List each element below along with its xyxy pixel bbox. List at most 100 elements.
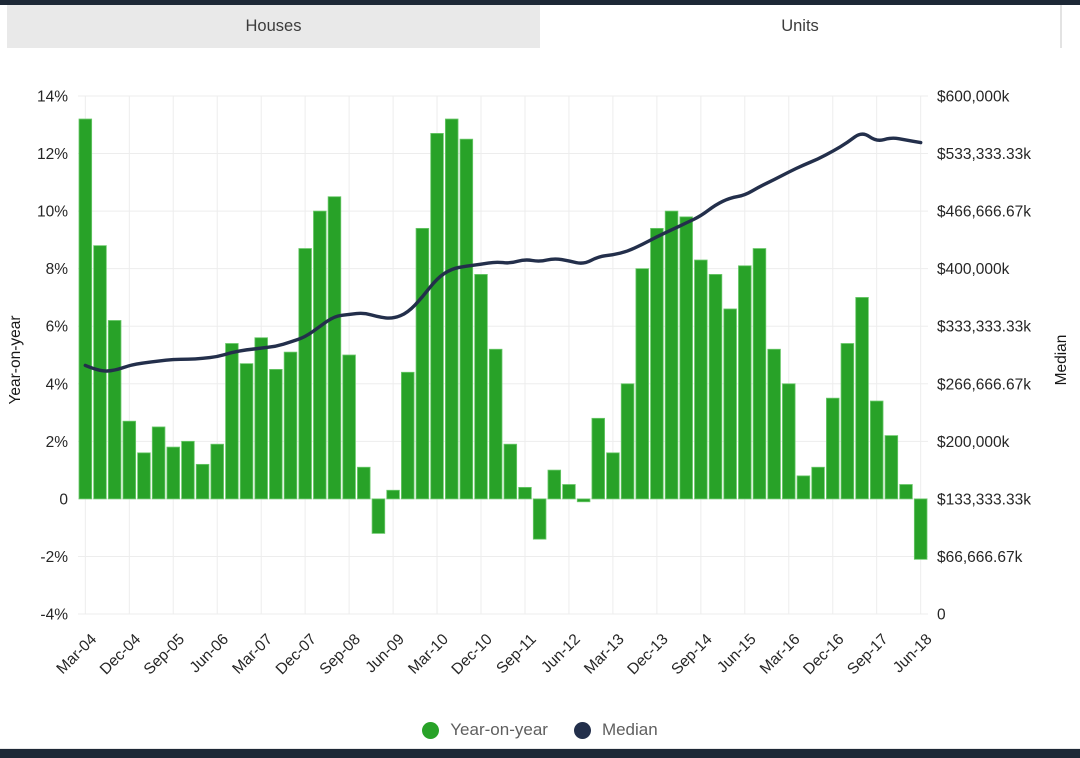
x-tick-label: Dec-13 — [624, 631, 671, 678]
chart-area: 14% 12% 10% 8% 6% 4% 2% 0 -2% -4% $600,000k $533,33… — [0, 48, 1080, 710]
right-tick-label: $266,666.67k — [937, 376, 1031, 393]
median-line[interactable] — [83, 132, 923, 373]
bar-Sep-16[interactable] — [811, 466, 825, 500]
bar-Jun-18[interactable] — [913, 498, 928, 560]
left-axis-ticks: 14% 12% 10% 8% 6% 4% 2% 0 -2% -4% — [37, 89, 68, 624]
bar-Sep-09[interactable] — [401, 371, 415, 500]
tab-units[interactable]: Units — [540, 5, 1062, 48]
bar-Jun-06[interactable] — [210, 443, 224, 500]
bar-Mar-16[interactable] — [782, 383, 796, 500]
x-tick-label: Mar-10 — [405, 631, 452, 678]
bar-Dec-09[interactable] — [415, 227, 430, 500]
year-on-year-dot-icon — [422, 721, 440, 739]
bar-Dec-07[interactable] — [298, 248, 312, 500]
bar-Mar-04[interactable] — [78, 118, 93, 500]
bar-Mar-13[interactable] — [606, 452, 620, 500]
bar-Jun-14[interactable] — [679, 216, 693, 500]
bar-Jun-05[interactable] — [151, 426, 166, 500]
x-tick-label: Sep-05 — [141, 631, 188, 678]
right-tick-label: $600,000k — [937, 89, 1010, 106]
x-tick-label: Jun-12 — [538, 631, 584, 677]
right-tick-label: $200,000k — [937, 434, 1010, 451]
bar-Jun-09[interactable] — [386, 489, 400, 500]
bar-Sep-05[interactable] — [166, 446, 180, 500]
bar-Mar-10[interactable] — [430, 133, 444, 500]
bar-Mar-06[interactable] — [195, 463, 210, 500]
x-tick-label: Dec-04 — [97, 631, 145, 679]
bar-Jun-11[interactable] — [503, 443, 518, 500]
bottom-accent-bar — [0, 748, 1080, 758]
bar-Mar-17[interactable] — [840, 343, 855, 500]
year-on-year-bars — [78, 118, 928, 560]
bar-Dec-13[interactable] — [650, 227, 664, 500]
bar-Sep-10[interactable] — [459, 138, 474, 500]
bar-Jun-13[interactable] — [620, 383, 635, 500]
bar-Mar-08[interactable] — [313, 210, 327, 500]
bar-Dec-11[interactable] — [532, 498, 547, 540]
bar-Jun-10[interactable] — [444, 118, 459, 500]
bar-Mar-12[interactable] — [547, 469, 562, 500]
right-tick-label: $333,333.33k — [937, 319, 1031, 336]
bar-Dec-15[interactable] — [767, 348, 781, 500]
x-axis-labels: Mar-04Dec-04Sep-05Jun-06Mar-07Dec-07Sep-… — [53, 631, 935, 679]
bar-Dec-16[interactable] — [826, 397, 840, 500]
bar-Mar-09[interactable] — [371, 498, 386, 534]
x-tick-label: Sep-08 — [317, 631, 364, 678]
left-tick-label: 10% — [37, 204, 68, 221]
bar-Dec-14[interactable] — [708, 274, 723, 500]
x-tick-label: Jun-15 — [714, 631, 760, 677]
bar-Dec-12[interactable] — [591, 417, 605, 500]
bar-Sep-15[interactable] — [752, 248, 767, 500]
bar-Jun-07[interactable] — [269, 368, 283, 500]
bar-Mar-15[interactable] — [723, 308, 737, 500]
bar-Mar-07[interactable] — [254, 337, 268, 500]
legend-item-year-on-year[interactable]: Year-on-year — [422, 720, 548, 740]
right-axis-ticks: $600,000k $533,333.33k $466,666.67k $400,00… — [937, 89, 1031, 624]
x-tick-label: Dec-07 — [273, 631, 320, 678]
right-tick-label: $466,666.67k — [937, 204, 1031, 221]
chart-svg: 14% 12% 10% 8% 6% 4% 2% 0 -2% -4% $600,000k $533,33… — [37, 89, 1031, 679]
right-tick-label: $66,666.67k — [937, 549, 1023, 566]
legend-label: Year-on-year — [450, 720, 548, 739]
left-tick-label: 4% — [46, 376, 69, 393]
bar-Jun-15[interactable] — [738, 265, 752, 500]
bar-Mar-05[interactable] — [137, 452, 151, 500]
bar-Dec-10[interactable] — [474, 274, 488, 500]
x-tick-label: Dec-16 — [800, 631, 847, 678]
bar-Dec-04[interactable] — [122, 420, 137, 500]
bar-Sep-17[interactable] — [869, 400, 884, 500]
left-tick-label: -4% — [40, 607, 68, 624]
left-tick-label: -2% — [40, 549, 68, 566]
left-tick-label: 6% — [46, 319, 69, 336]
bar-Sep-11[interactable] — [518, 486, 532, 500]
bar-Sep-06[interactable] — [225, 343, 239, 500]
legend-item-median[interactable]: Median — [573, 720, 658, 740]
bar-Sep-13[interactable] — [635, 268, 649, 500]
bar-Sep-07[interactable] — [283, 351, 298, 500]
bar-Jun-17[interactable] — [855, 297, 869, 500]
bar-Dec-17[interactable] — [884, 435, 899, 500]
tab-houses[interactable]: Houses — [7, 5, 540, 48]
x-tick-label: Dec-10 — [448, 631, 496, 679]
bar-Jun-16[interactable] — [796, 475, 811, 500]
bar-Mar-14[interactable] — [664, 210, 679, 500]
bar-Sep-14[interactable] — [694, 259, 708, 500]
bar-Dec-06[interactable] — [239, 363, 254, 500]
legend-label: Median — [601, 720, 658, 739]
right-tick-label: $533,333.33k — [937, 146, 1031, 163]
bar-Sep-04[interactable] — [107, 320, 122, 500]
bar-Mar-11[interactable] — [488, 348, 503, 500]
x-tick-label: Sep-14 — [668, 631, 716, 679]
left-tick-label: 0 — [59, 491, 68, 508]
left-tick-label: 2% — [46, 434, 69, 451]
bar-Mar-18[interactable] — [899, 484, 913, 500]
median-dot-icon — [573, 721, 591, 739]
bar-Jun-12[interactable] — [562, 484, 576, 500]
x-tick-label: Mar-13 — [581, 631, 628, 678]
bar-Sep-08[interactable] — [342, 354, 356, 500]
bar-Dec-08[interactable] — [357, 466, 371, 500]
x-tick-label: Mar-04 — [53, 631, 100, 678]
bar-Jun-08[interactable] — [327, 196, 342, 500]
bar-Dec-05[interactable] — [181, 440, 195, 500]
bar-Sep-12[interactable] — [576, 498, 591, 503]
